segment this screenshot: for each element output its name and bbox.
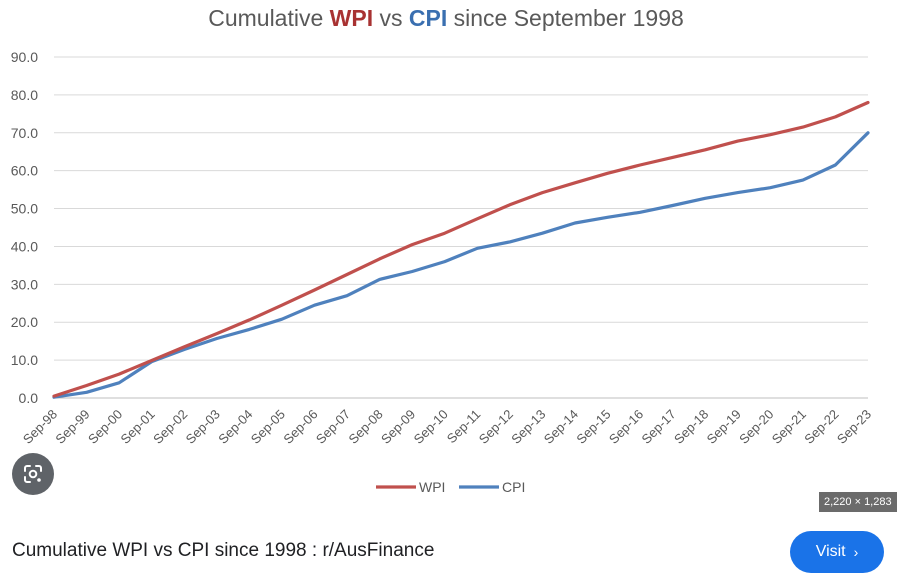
- image-dimensions-badge: 2,220 × 1,283: [819, 492, 897, 512]
- series-line-wpi: [52, 100, 870, 398]
- x-tick-label: Sep-05: [248, 407, 288, 447]
- x-tick-label: Sep-98: [20, 407, 60, 447]
- y-tick-label: 70.0: [11, 125, 38, 141]
- x-tick-label: Sep-19: [704, 407, 744, 447]
- y-tick-label: 30.0: [11, 276, 38, 292]
- y-tick-label: 80.0: [11, 87, 38, 103]
- x-tick-label: Sep-22: [801, 407, 841, 447]
- x-tick-label: Sep-03: [183, 407, 223, 447]
- chart-title-part: WPI: [330, 5, 373, 31]
- legend-label: CPI: [502, 479, 525, 495]
- x-tick-label: Sep-09: [378, 407, 418, 447]
- grid: [54, 56, 868, 399]
- x-axis-ticks: Sep-98Sep-99Sep-00Sep-01Sep-02Sep-03Sep-…: [20, 407, 874, 447]
- x-tick-label: Sep-10: [411, 407, 451, 447]
- x-tick-label: Sep-12: [476, 407, 516, 447]
- series: [52, 100, 870, 399]
- x-tick-label: Sep-13: [508, 407, 548, 447]
- x-tick-label: Sep-20: [736, 407, 776, 447]
- visit-button-label: Visit: [815, 543, 846, 560]
- x-tick-label: Sep-04: [215, 407, 255, 447]
- lens-button[interactable]: [12, 453, 54, 495]
- y-tick-label: 0.0: [19, 390, 39, 406]
- x-tick-label: Sep-99: [52, 407, 92, 447]
- x-tick-label: Sep-23: [834, 407, 874, 447]
- chart-title-part: vs: [373, 5, 409, 31]
- x-tick-label: Sep-16: [606, 407, 646, 447]
- x-tick-label: Sep-00: [85, 407, 125, 447]
- legend-label: WPI: [419, 479, 445, 495]
- y-tick-label: 50.0: [11, 201, 38, 217]
- x-tick-label: Sep-21: [769, 407, 809, 447]
- x-tick-label: Sep-18: [671, 407, 711, 447]
- legend: WPI CPI: [376, 479, 525, 495]
- x-tick-label: Sep-07: [313, 407, 353, 447]
- chart-title-part: since September 1998: [447, 5, 684, 31]
- x-tick-label: Sep-11: [444, 407, 484, 447]
- series-line-cpi: [52, 131, 870, 399]
- chart-title-part: CPI: [409, 5, 447, 31]
- x-tick-label: Sep-17: [639, 407, 679, 447]
- chart: Cumulative WPI vs CPI since September 19…: [11, 5, 874, 495]
- google-lens-icon: [24, 465, 42, 483]
- y-axis-ticks: 0.0 10.0 20.0 30.0 40.0 50.0 60.0 70.0 80.0 90.0: [11, 49, 38, 406]
- visit-button[interactable]: Visit ›: [790, 531, 884, 573]
- result-caption[interactable]: Cumulative WPI vs CPI since 1998 : r/Aus…: [12, 540, 435, 561]
- chart-title-part: Cumulative: [208, 5, 329, 31]
- y-tick-label: 40.0: [11, 238, 38, 254]
- x-tick-label: Sep-01: [118, 407, 158, 447]
- x-tick-label: Sep-15: [573, 407, 613, 447]
- x-tick-label: Sep-14: [541, 407, 581, 447]
- x-tick-label: Sep-06: [280, 407, 320, 447]
- y-tick-label: 10.0: [11, 352, 38, 368]
- y-tick-label: 20.0: [11, 314, 38, 330]
- y-tick-label: 60.0: [11, 163, 38, 179]
- y-tick-label: 90.0: [11, 49, 38, 65]
- chevron-right-icon: ›: [853, 544, 859, 560]
- x-tick-label: Sep-02: [150, 407, 190, 447]
- x-tick-label: Sep-08: [345, 407, 385, 447]
- chart-title: Cumulative WPI vs CPI since September 19…: [208, 5, 684, 31]
